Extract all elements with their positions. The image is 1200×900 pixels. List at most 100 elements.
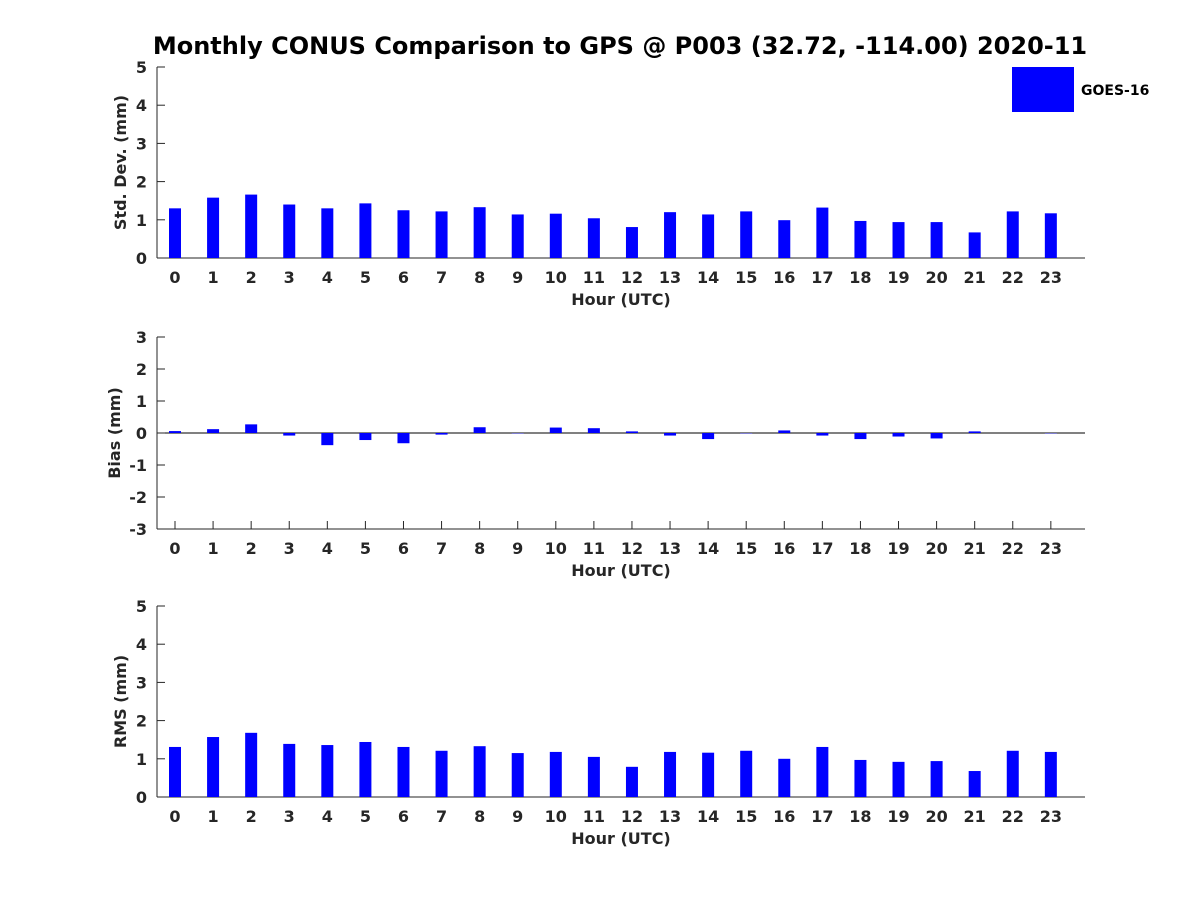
- bias-bar: [245, 424, 258, 433]
- stddev-x-tick-label: 17: [811, 268, 833, 287]
- stddev-bar: [397, 210, 410, 258]
- stddev-bar: [549, 213, 562, 258]
- rms-x-axis-label: Hour (UTC): [571, 829, 671, 848]
- rms-y-tick-label: 0: [136, 788, 147, 807]
- rms-x-tick-label: 19: [887, 807, 909, 826]
- stddev-x-tick-label: 5: [360, 268, 371, 287]
- bias-x-tick-label: 16: [773, 539, 795, 558]
- bias-bar: [435, 433, 448, 435]
- stddev-bar: [816, 207, 829, 258]
- rms-bar: [359, 741, 372, 797]
- stddev-bar: [778, 220, 791, 258]
- stddev-bar: [169, 208, 181, 258]
- bias-bar: [587, 428, 600, 433]
- rms-y-axis-label: RMS (mm): [111, 655, 130, 748]
- bias-x-tick-label: 3: [284, 539, 295, 558]
- bias-bar: [664, 433, 677, 436]
- rms-x-tick-label: 5: [360, 807, 371, 826]
- bias-bar: [283, 433, 296, 436]
- stddev-bar: [664, 212, 677, 258]
- bias-x-tick-label: 8: [474, 539, 485, 558]
- rms-x-tick-label: 6: [398, 807, 409, 826]
- rms-bar: [854, 759, 867, 797]
- stddev-bar: [359, 203, 372, 258]
- rms-x-tick-label: 9: [512, 807, 523, 826]
- stddev-x-tick-label: 7: [436, 268, 447, 287]
- rms-x-tick-label: 10: [545, 807, 567, 826]
- bias-y-tick-label: 3: [136, 328, 147, 347]
- rms-bar: [740, 750, 753, 797]
- rms-x-tick-label: 18: [849, 807, 871, 826]
- stddev-x-tick-label: 22: [1002, 268, 1024, 287]
- bias-x-tick-label: 18: [849, 539, 871, 558]
- stddev-bar: [207, 197, 220, 258]
- stddev-bar: [702, 214, 715, 258]
- rms-x-tick-label: 21: [964, 807, 986, 826]
- bias-x-tick-label: 17: [811, 539, 833, 558]
- bias-bar: [207, 429, 220, 433]
- bias-bar: [968, 431, 981, 433]
- bias-y-tick-label: -2: [129, 488, 147, 507]
- stddev-y-tick-label: 3: [136, 134, 147, 153]
- stddev-y-tick-label: 5: [136, 58, 147, 77]
- bias-x-tick-label: 5: [360, 539, 371, 558]
- bias-x-tick-label: 10: [545, 539, 567, 558]
- stddev-x-tick-label: 16: [773, 268, 795, 287]
- legend-label: GOES-16: [1081, 83, 1149, 99]
- legend-swatch: [1012, 67, 1074, 112]
- legend: GOES-16: [1012, 67, 1149, 112]
- bias-bar: [778, 430, 791, 433]
- stddev-x-tick-label: 18: [849, 268, 871, 287]
- bias-bar: [359, 433, 372, 441]
- stddev-y-tick-label: 2: [136, 173, 147, 192]
- bias-bar: [816, 433, 829, 436]
- stddev-bar: [473, 207, 486, 258]
- rms-x-tick-label: 16: [773, 807, 795, 826]
- rms-x-tick-label: 17: [811, 807, 833, 826]
- stddev-x-tick-label: 0: [169, 268, 180, 287]
- bias-x-tick-label: 1: [208, 539, 219, 558]
- stddev-x-tick-label: 10: [545, 268, 567, 287]
- rms-bar: [549, 751, 562, 797]
- bias-bar: [892, 433, 905, 437]
- rms-y-tick-label: 4: [136, 635, 147, 654]
- bias-bar: [473, 427, 486, 433]
- stddev-y-tick-label: 0: [136, 249, 147, 268]
- stddev-bar: [245, 194, 258, 258]
- rms-y-tick-label: 5: [136, 597, 147, 616]
- stddev-x-tick-label: 11: [583, 268, 605, 287]
- bias-x-tick-label: 0: [169, 539, 180, 558]
- stddev-x-tick-label: 12: [621, 268, 643, 287]
- stddev-y-axis-label: Std. Dev. (mm): [111, 95, 130, 230]
- rms-x-tick-label: 4: [322, 807, 333, 826]
- rms-x-tick-label: 3: [284, 807, 295, 826]
- rms-bar: [169, 746, 181, 797]
- bias-x-tick-label: 15: [735, 539, 757, 558]
- rms-bar: [625, 766, 638, 797]
- stddev-bar: [283, 204, 296, 258]
- rms-bar: [397, 746, 410, 797]
- bias-y-axis-label: Bias (mm): [105, 387, 124, 479]
- stddev-x-tick-label: 20: [925, 268, 947, 287]
- bias-x-axis-label: Hour (UTC): [571, 561, 671, 580]
- rms-x-tick-label: 20: [925, 807, 947, 826]
- bias-y-tick-label: -1: [129, 456, 147, 475]
- rms-bar: [930, 761, 943, 797]
- stddev-bar: [625, 227, 638, 258]
- rms-bar: [1044, 751, 1057, 797]
- bias-bar: [397, 433, 410, 444]
- rms-x-tick-label: 8: [474, 807, 485, 826]
- bias-bar: [169, 431, 181, 433]
- stddev-x-tick-label: 1: [208, 268, 219, 287]
- bias-x-tick-label: 7: [436, 539, 447, 558]
- stddev-bar: [1006, 211, 1019, 258]
- bias-x-tick-label: 19: [887, 539, 909, 558]
- stddev-x-tick-label: 6: [398, 268, 409, 287]
- bias-x-tick-label: 13: [659, 539, 681, 558]
- bias-x-tick-label: 9: [512, 539, 523, 558]
- rms-y-tick-label: 3: [136, 673, 147, 692]
- stddev-x-tick-label: 21: [964, 268, 986, 287]
- rms-x-tick-label: 1: [208, 807, 219, 826]
